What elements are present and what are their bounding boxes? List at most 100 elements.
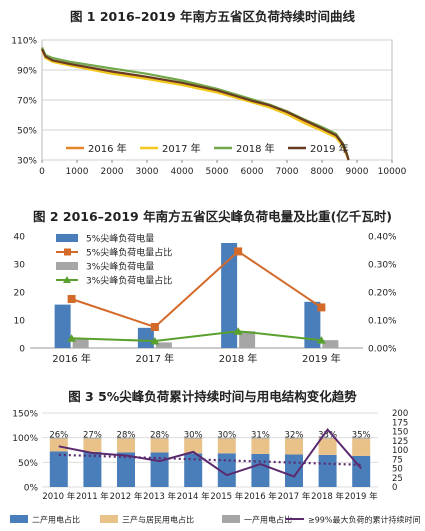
legend-label: 2018 年 [236,142,275,155]
y-tick-label: 50% [18,459,38,469]
x-tick-label: 3000 [136,167,159,177]
line-marker [316,336,326,344]
y-tick-label: 50% [17,127,37,137]
stacked-bar-segment [318,437,337,439]
legend-label: 2019 年 [310,142,349,155]
bar-data-label: 28% [150,431,169,441]
bar [155,342,172,348]
x-tick-label: 2011 年 [76,491,109,502]
x-tick-label: 2019 年 [345,491,378,502]
x-tick-label: 2017 年 [278,491,311,502]
y2-tick-label: 200 [392,409,408,419]
line-marker [150,337,160,345]
bar [72,338,89,348]
bar-data-label: 27% [83,431,102,441]
x-tick-label: 5000 [206,167,229,177]
legend-label: 2016 年 [88,142,127,155]
legend-swatch [10,515,28,523]
trend-line [58,453,362,466]
legend-label: 5%尖峰负荷电量占比 [86,247,172,259]
x-tick-label: 4000 [171,167,194,177]
y-tick-label: 10 [14,317,26,327]
legend-label: 二产用电占比 [32,515,80,525]
line-marker [233,327,243,335]
line-marker [317,303,326,312]
y-tick-label: 150% [12,410,38,420]
x-tick-label: 7000 [276,167,299,177]
x-tick-label: 2012 年 [110,491,143,502]
bar-data-label: 28% [117,431,136,441]
stacked-bar-segment [318,454,337,487]
x-tick-label: 8000 [311,167,334,177]
y2-tick-label: 0 [392,483,397,493]
x-tick-label: 1000 [66,167,89,177]
legend-label: 2017 年 [162,142,201,155]
stacked-bar-segment [83,438,102,452]
x-tick-label: 0 [39,167,45,177]
series-line [40,49,350,161]
y2-tick-label: 175 [392,418,408,428]
figure2-chart: 0 10 20 30 40 0.00% 0.10% 0.20% 0.30% 0.40% 2016 年… [14,233,397,366]
y-tick-label: 110% [11,37,37,47]
x-tick-label: 2010 年 [42,491,75,502]
legend-swatch [222,515,240,523]
stacked-bar-segment [285,438,303,455]
series-line [41,48,350,161]
x-tick-label: 10000 [378,167,407,177]
stacked-bar-segment [285,437,303,439]
stacked-bar-segment [352,438,371,456]
bar [239,331,256,348]
stacked-bar-segment [49,451,68,487]
legend-marker [63,276,71,283]
legend-label: 5%尖峰负荷电量 [86,233,154,245]
x-tick-label: 2018 年 [311,491,344,502]
series-line [71,330,322,343]
bar-data-label: 33% [318,431,337,441]
legend-marker [64,248,71,256]
bar-data-label: 26% [49,431,68,441]
y-tick-label: 70% [17,97,37,107]
legend-label: 3%尖峰负荷电量 [86,261,154,273]
bar [304,301,321,348]
y-tick-label: 40 [14,233,26,243]
y2-tick-label: 125 [392,437,408,447]
bar-data-label: 35% [352,431,371,441]
stacked-bar-segment [184,438,203,454]
legend-swatch [56,262,78,270]
bar-data-label: 30% [184,431,203,441]
x-tick-label: 2017 年 [136,352,175,365]
stacked-bar-segment [352,437,371,439]
y-tick-label: 100% [12,434,38,444]
legend-swatch [100,515,118,523]
bar-data-label: 31% [251,431,270,441]
x-tick-label: 6000 [241,167,264,177]
stacked-bar-segment [49,437,68,439]
x-tick-label: 2019 年 [302,352,341,365]
x-tick-label: 2014 年 [177,491,210,502]
line-marker [67,295,76,303]
stacked-bar-segment [49,438,68,452]
y2-tick-label: 100 [392,446,408,456]
y2-tick-label: 0.10% [368,317,397,327]
y-tick-label: 0% [24,484,39,494]
x-tick-label: 2016 年 [244,491,277,502]
bar [54,304,71,348]
y-tick-label: 20 [14,289,26,299]
series-line [71,250,322,329]
line-marker [150,323,159,331]
stacked-bar-segment [217,453,236,487]
stacked-bar-segment [251,453,270,487]
figure1-title: 图 1 2016–2019 年南方五省区负荷持续时间曲线 [69,9,356,24]
figure1-chart: 30% 50% 70% 90% 110% 0 1000 2000 3000 4000 5000 600… [11,37,407,178]
x-tick-label: 2016 年 [52,352,91,365]
x-tick-label: 2018 年 [219,352,258,365]
stacked-bar-segment [318,438,337,455]
bar [322,340,339,348]
legend-label: 3%尖峰负荷电量占比 [86,275,172,287]
stacked-bar-segment [251,437,270,439]
figure2-title: 图 2 2016–2019 年南方五省区尖峰负荷电量及比重(亿千瓦时) [32,209,392,224]
y2-tick-label: 25 [392,474,403,484]
stacked-bar-segment [83,451,102,487]
bar-data-label: 32% [285,431,304,441]
